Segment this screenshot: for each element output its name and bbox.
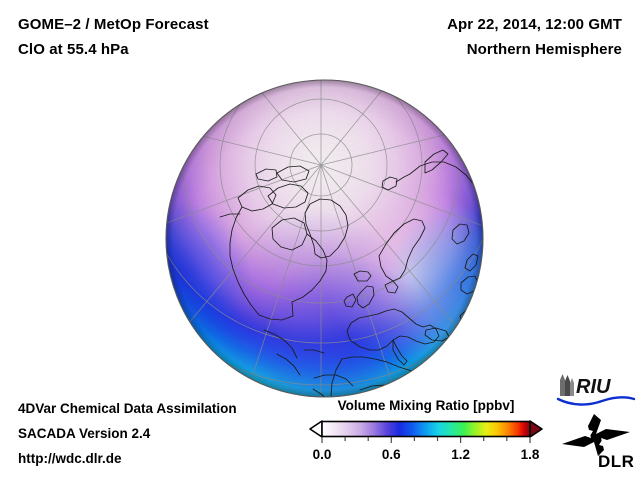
- footer-url-link[interactable]: http://wdc.dlr.de: [18, 451, 122, 466]
- colorbar-gradient: [309, 420, 543, 443]
- hemisphere-label: Northern Hemisphere: [466, 41, 622, 58]
- colorbar-max-arrow: [529, 420, 543, 438]
- page-subtitle: ClO at 55.4 hPa: [18, 41, 129, 58]
- colorbar-tick-label: 1.8: [520, 447, 540, 462]
- dlr-star-icon: [562, 414, 630, 456]
- dlr-wordmark: DLR: [598, 452, 634, 470]
- colorbar-tick-label: 0.0: [312, 447, 332, 462]
- colorbar-bar: [321, 420, 531, 438]
- colorbar: Volume Mixing Ratio [ppbv]: [308, 398, 544, 470]
- page-title: GOME–2 / MetOp Forecast: [18, 16, 209, 33]
- colorbar-ticks: [321, 437, 531, 443]
- globe-map: [164, 78, 485, 399]
- footer-version-label: SACADA Version 2.4: [18, 426, 151, 441]
- riu-tower-icon: [560, 374, 574, 396]
- colorbar-tick-labels: 0.0 0.6 1.2 1.8: [308, 447, 544, 469]
- riu-logo-svg: RIU: [556, 374, 636, 406]
- dlr-logo: DLR: [560, 412, 636, 470]
- colorbar-tick-label: 1.2: [451, 447, 470, 462]
- footer-method-label: 4DVar Chemical Data Assimilation: [18, 401, 237, 416]
- limb-shading: [166, 80, 483, 397]
- colorbar-tick-label: 0.6: [381, 447, 401, 462]
- valid-datetime: Apr 22, 2014, 12:00 GMT: [447, 16, 622, 33]
- dlr-logo-svg: DLR: [562, 414, 634, 470]
- riu-wordmark: RIU: [576, 376, 611, 398]
- riu-wave-icon: [556, 396, 636, 406]
- colorbar-min-arrow: [309, 420, 323, 438]
- colorbar-title: Volume Mixing Ratio [ppbv]: [337, 398, 515, 413]
- globe-outline: [165, 79, 484, 398]
- riu-logo: RIU: [554, 372, 636, 408]
- globe-svg: [165, 79, 484, 398]
